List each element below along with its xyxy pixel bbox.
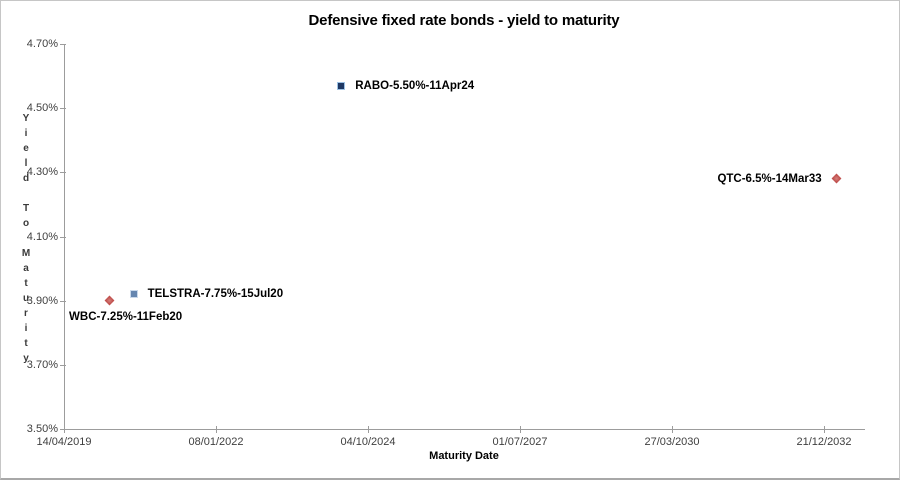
y-tick-mark bbox=[60, 364, 66, 366]
data-point-label-telstra: TELSTRA-7.75%-15Jul20 bbox=[147, 288, 284, 301]
y-tick-mark bbox=[60, 236, 66, 238]
y-axis-title-char: i bbox=[24, 323, 28, 334]
y-axis-title-char: t bbox=[24, 338, 28, 349]
y-axis-title-char: a bbox=[23, 263, 29, 274]
data-point-label-qtc: QTC-6.5%-14Mar33 bbox=[717, 172, 822, 185]
x-tick-mark bbox=[520, 426, 521, 433]
y-axis-title-char: u bbox=[22, 293, 30, 304]
data-point-marker-rabo bbox=[337, 81, 346, 90]
y-tick-mark bbox=[60, 172, 66, 174]
y-axis-title-char: o bbox=[22, 218, 30, 229]
y-tick-mark bbox=[60, 300, 66, 302]
y-tick-label: 3.90% bbox=[26, 294, 58, 307]
x-axis-label: Maturity Date bbox=[429, 450, 499, 462]
y-axis-title-char: r bbox=[24, 308, 28, 319]
data-point-label-rabo: RABO-5.50%-11Apr24 bbox=[355, 79, 475, 92]
data-point-label-wbc: WBC-7.25%-11Feb20 bbox=[69, 310, 183, 323]
x-tick-mark bbox=[216, 426, 217, 433]
y-axis-title-char bbox=[18, 186, 34, 201]
y-axis-title-char: i bbox=[24, 128, 28, 139]
plot-area bbox=[64, 44, 865, 430]
y-tick-label: 3.50% bbox=[26, 423, 58, 435]
y-tick-label: 4.10% bbox=[26, 230, 58, 243]
x-tick-mark bbox=[824, 426, 826, 433]
y-axis-title-char: l bbox=[24, 158, 28, 169]
y-tick-label: 4.50% bbox=[26, 102, 58, 115]
y-axis-title-char: M bbox=[21, 248, 31, 259]
y-tick-mark bbox=[60, 44, 66, 45]
x-tick-label: 27/03/2030 bbox=[644, 436, 700, 448]
y-axis-title-char: t bbox=[24, 278, 28, 289]
x-tick-label: 21/12/2032 bbox=[796, 436, 852, 448]
x-tick-label: 08/01/2022 bbox=[188, 436, 244, 448]
y-tick-label: 4.70% bbox=[26, 38, 58, 50]
x-tick-mark bbox=[368, 426, 369, 433]
y-axis-title-char: y bbox=[23, 353, 29, 364]
x-tick-mark bbox=[672, 426, 674, 433]
x-tick-label: 01/07/2027 bbox=[492, 436, 548, 448]
data-point-marker-telstra bbox=[129, 290, 138, 299]
y-tick-mark bbox=[60, 108, 66, 110]
y-tick-label: 4.30% bbox=[26, 166, 58, 179]
y-axis-title-char: Y bbox=[22, 113, 30, 124]
y-axis-title-char: T bbox=[22, 203, 30, 214]
x-tick-label: 04/10/2024 bbox=[340, 436, 396, 448]
y-axis-title-char: d bbox=[22, 173, 30, 184]
x-tick-label: 14/04/2019 bbox=[36, 436, 92, 448]
y-tick-label: 3.70% bbox=[26, 358, 58, 371]
chart-title: Defensive fixed rate bonds - yield to ma… bbox=[308, 12, 620, 29]
x-tick-mark bbox=[64, 426, 65, 433]
y-axis-title-char: e bbox=[23, 143, 29, 154]
y-tick-mark bbox=[60, 429, 66, 430]
